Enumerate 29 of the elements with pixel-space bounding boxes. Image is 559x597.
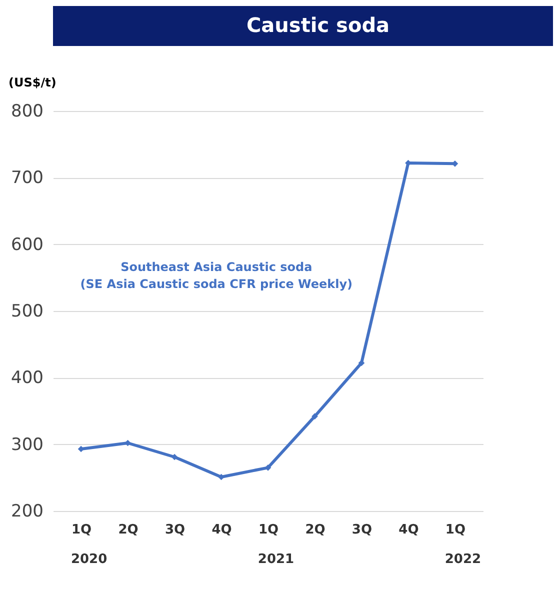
y-tick-label: 200 [11,502,44,522]
y-tick-label: 600 [11,234,44,255]
x-tick-label: 3Q [164,522,186,538]
y-tick-label: 300 [11,434,44,455]
chart-title: Caustic soda [246,13,390,37]
point [358,360,365,366]
point [218,474,224,480]
x-tick-label: 1Q [258,522,279,538]
x-tick-label: 1Q [445,522,466,538]
point [124,440,131,446]
x-tick-label: 3Q [352,522,372,538]
y-tick-label: 500 [11,302,44,322]
x-tick-label: 2Q [118,522,138,538]
text: 2022 [444,552,482,567]
x-tick-label: 1Q [71,522,92,538]
y-tick-label: 700 [11,168,44,188]
point [78,446,84,452]
y-tick-label: 400 [11,368,44,388]
point [264,464,272,471]
point [312,413,318,420]
text: 2021 [258,552,294,567]
x-tick-label: 4Q [398,522,419,538]
x-tick-label: 2Q [305,522,326,538]
y-axis-title: (US$/t) [8,76,56,90]
text: 2020 [70,552,108,567]
x-tick-label: 4Q [212,522,232,538]
y-tick-label: 800 [11,102,44,122]
text: Southeast Asia Caustic soda (SE Asia Caustic soda CFR price Weekly) [80,260,353,291]
point [171,454,178,460]
